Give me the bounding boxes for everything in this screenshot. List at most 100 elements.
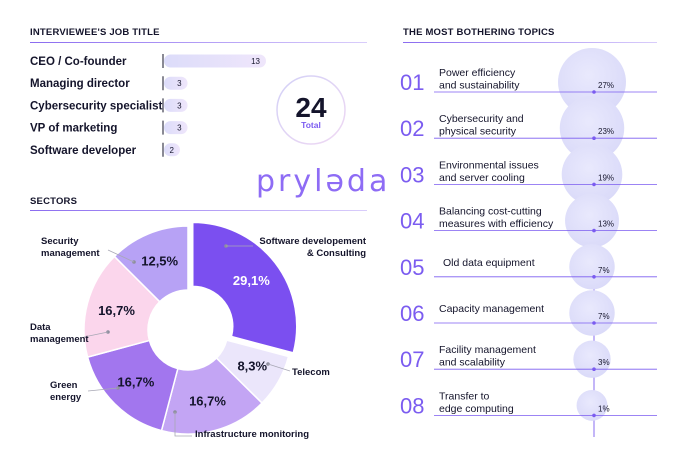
topic-label: Environmental issues: [439, 159, 539, 171]
topic-label: Cybersecurity and: [439, 113, 524, 125]
topic-percent: 7%: [598, 312, 610, 321]
topic-label: Old data equipment: [443, 257, 535, 269]
sector-callout-label: Infrastructure monitoring: [195, 429, 309, 440]
topic-axis-dot: [592, 228, 596, 233]
jobs-section-divider: [30, 42, 367, 43]
sector-callout-label: Data: [30, 322, 51, 333]
job-bar-value: 3: [177, 101, 182, 110]
topic-label: Transfer to: [439, 390, 490, 402]
job-bar: [164, 54, 266, 68]
job-title-label: Cybersecurity specialist: [30, 100, 162, 112]
topic-percent: 13%: [598, 220, 614, 229]
jobs-section-title: INTERVIEWEE'S JOB TITLE: [30, 27, 160, 38]
topic-axis-dot: [592, 367, 596, 372]
donut-slice: [192, 221, 298, 354]
sectors-section-divider: [30, 210, 367, 211]
topic-percent: 23%: [598, 127, 614, 136]
topic-axis-dot: [592, 321, 596, 325]
total-badge-ring: [276, 75, 346, 145]
sector-callout-label: Telecom: [292, 367, 330, 378]
topic-percent: 27%: [598, 81, 614, 90]
callout-line: [83, 331, 109, 338]
donut-slice: [160, 357, 264, 435]
topic-bubble: [561, 144, 623, 205]
job-bar: [164, 143, 180, 157]
job-bar-value: 13: [251, 57, 260, 66]
job-bar: [164, 98, 188, 112]
topic-axis-dot: [592, 275, 596, 279]
topic-label: physical security: [439, 126, 517, 138]
topic-axis-dot: [592, 136, 596, 140]
sector-callout-label: & Consulting: [307, 248, 366, 259]
slice-percent-label: 16,7%: [117, 374, 154, 389]
topic-percent: 7%: [598, 266, 610, 275]
topics-section-title: THE MOST BOTHERING TOPICS: [403, 27, 555, 38]
job-bar-value: 3: [177, 79, 182, 88]
topic-axis-dot: [592, 182, 596, 187]
sector-callout-label: management: [30, 334, 89, 345]
job-title-label: Software developer: [30, 145, 137, 157]
slice-percent-label: 12,5%: [141, 254, 178, 269]
topic-label: and scalability: [439, 357, 506, 369]
slice-percent-label: 16,7%: [98, 303, 135, 318]
slice-percent-label: 8,3%: [237, 359, 267, 374]
slice-percent-label: 16,7%: [189, 393, 226, 408]
job-title-label: CEO / Co-founder: [30, 56, 127, 68]
topic-label: and server cooling: [439, 172, 525, 184]
topic-rank: 03: [400, 162, 424, 187]
topic-bubble: [559, 95, 625, 161]
topic-label: Power efficiency: [439, 67, 516, 79]
topic-rank: 01: [400, 70, 424, 95]
total-label: Total: [301, 120, 321, 130]
callout-line: [174, 412, 192, 437]
topic-rank: 04: [400, 209, 424, 234]
topic-rank: 05: [400, 255, 424, 280]
total-count: 24: [295, 92, 327, 123]
topic-rank: 08: [400, 393, 424, 418]
topic-axis-dot: [592, 413, 596, 418]
donut-slice: [83, 255, 161, 359]
topics-section-divider: [403, 42, 657, 43]
topic-label: Facility management: [439, 344, 536, 356]
job-bar-value: 2: [170, 146, 175, 155]
sector-callout-label: management: [41, 248, 100, 259]
pryleda-logo: pryləda: [256, 164, 391, 199]
callout-line: [267, 363, 291, 372]
topic-bubble: [558, 48, 626, 116]
topic-rank: 06: [400, 301, 424, 326]
job-bar: [164, 76, 188, 90]
sector-callout-label: Security: [41, 236, 79, 247]
callout-line: [107, 249, 135, 263]
slice-percent-label: 29,1%: [233, 273, 270, 288]
topic-bubble: [569, 290, 615, 336]
topic-bubble: [573, 340, 611, 378]
sector-callout-label: Software developement: [259, 236, 366, 247]
topic-label: edge computing: [439, 403, 514, 415]
sectors-section-title: SECTORS: [30, 196, 78, 207]
topic-percent: 3%: [598, 358, 610, 367]
callout-line: [87, 387, 119, 392]
topic-axis-dot: [592, 90, 596, 94]
job-bar: [164, 121, 188, 135]
sector-callout-label: energy: [50, 392, 82, 403]
donut-slice: [113, 225, 189, 303]
topic-rank: 02: [400, 116, 424, 141]
sector-callout-label: Green: [50, 380, 78, 391]
topic-bubble: [565, 193, 619, 248]
topic-bubble: [569, 244, 615, 290]
topic-label: measures with efficiency: [439, 218, 554, 230]
topic-percent: 19%: [598, 173, 614, 182]
donut-slice: [86, 339, 179, 432]
topic-label: Balancing cost-cutting: [439, 206, 542, 218]
topic-percent: 1%: [598, 404, 610, 413]
topic-label: Capacity management: [439, 303, 544, 315]
topic-label: and sustainability: [439, 80, 520, 92]
job-bar-value: 3: [177, 124, 182, 133]
job-title-label: VP of marketing: [30, 123, 117, 135]
topic-bubble: [576, 389, 608, 421]
job-title-label: Managing director: [30, 78, 130, 90]
topic-rank: 07: [400, 347, 424, 372]
